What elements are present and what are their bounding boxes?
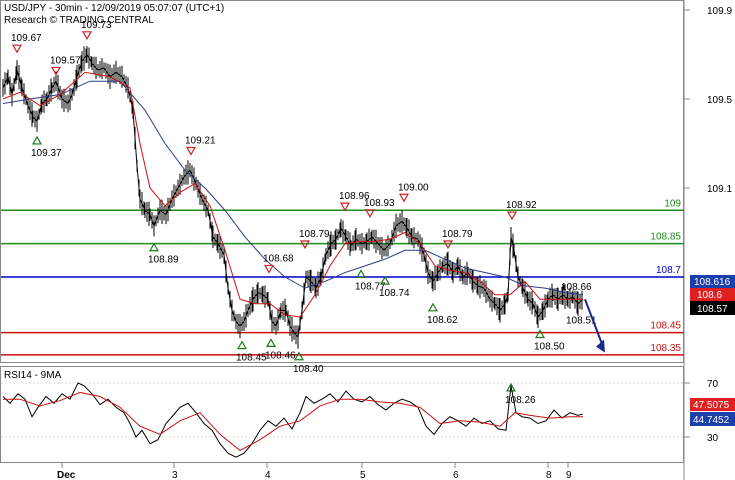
pivot-high-label: 109.57: [50, 55, 81, 66]
pivot-low-label: 108.89: [148, 255, 179, 266]
bearish-triangle-icon: [50, 66, 62, 76]
time-tick: 3: [172, 470, 178, 480]
pivot-low-label: 108.74: [379, 288, 410, 299]
current-price-label: 108.616: [694, 277, 731, 288]
pivot-high-label: 108.92: [506, 200, 537, 211]
current-price-red-box: [690, 288, 735, 301]
forecast-arrow-shaft: [584, 298, 604, 348]
ma-fast-line: [2, 71, 583, 318]
chart-header-title: USD/JPY - 30min - 12/09/2019 05:07:07 (U…: [4, 3, 224, 14]
bullish-triangle-icon: [379, 275, 391, 285]
price-close-line: [2, 53, 584, 339]
bullish-triangle-icon: [236, 340, 248, 350]
rsi-title: RSI14 - 9MA: [4, 370, 62, 381]
current-price-black-box: [690, 301, 735, 315]
pivot-low-label: 108.77: [355, 281, 386, 292]
pivot-low-label: 108.62: [427, 315, 458, 326]
current-price-box: [690, 275, 735, 288]
bullish-triangle-icon: [355, 269, 367, 279]
rsi-line: [2, 382, 584, 458]
bearish-triangle-icon: [506, 211, 518, 221]
bearish-triangle-icon: [339, 202, 351, 212]
rsi-axis: 70 30: [684, 379, 719, 444]
price-tick: 109.9: [707, 6, 732, 17]
time-tick: 4: [265, 470, 271, 480]
current-price-tags: 108.616 108.6 108.57: [690, 275, 735, 315]
pivot-annotations: 109.67 109.37 109.57 109.73 109.21 108.89 108.…: [11, 20, 597, 406]
level-label: 108.45: [650, 321, 681, 332]
current-price-black-label: 108.57: [697, 304, 728, 315]
price-series: [2, 46, 584, 349]
moving-averages: [2, 71, 584, 318]
level-label: 109: [664, 198, 681, 209]
price-tick: 109.5: [707, 95, 732, 106]
pivot-high-label: 109.67: [11, 33, 42, 44]
support-resistance-levels: 109 108.85 108.7 108.45 108.35: [1, 198, 684, 356]
time-tick: 8: [546, 470, 552, 480]
ma-slow-line: [2, 80, 584, 296]
pivot-high-label: 109.00: [398, 182, 429, 193]
bearish-triangle-icon: [398, 193, 410, 203]
rsi-series: [1, 382, 684, 458]
rsi-value-box: [690, 398, 735, 411]
bearish-triangle-icon: [185, 146, 197, 156]
pivot-low-label: 108.45: [236, 353, 267, 364]
bullish-triangle-icon: [505, 382, 517, 392]
pivot-high-label: 109.21: [185, 136, 216, 147]
bullish-triangle-icon: [148, 242, 160, 252]
price-panel-frame: [0, 0, 684, 363]
pivot-low-label: 108.26: [505, 395, 536, 406]
pivot-high-label: 108.68: [263, 253, 294, 264]
bullish-triangle-icon: [31, 135, 43, 145]
level-label: 108.7: [656, 265, 681, 276]
pivot-high-label: 108.79: [442, 229, 473, 240]
pivot-high-label: 108.93: [364, 198, 395, 209]
rsi-ma-value-label: 44.7452: [693, 415, 730, 426]
bearish-triangle-icon: [81, 31, 93, 41]
time-tick: 5: [360, 470, 366, 480]
bullish-triangle-icon: [534, 329, 546, 339]
price-note-label: 108.66: [561, 282, 592, 293]
time-axis: Dec 3 4 5 6 8 9: [57, 463, 572, 480]
rsi-ma-line: [3, 391, 583, 452]
pivot-low-label: 108.40: [293, 364, 324, 375]
pivot-high-label: 108.96: [339, 191, 370, 202]
bearish-triangle-icon: [299, 240, 311, 250]
current-price-red-label: 108.6: [697, 290, 722, 301]
time-tick: Dec: [57, 470, 76, 480]
rsi-ma-value-box: [690, 412, 735, 426]
pivot-high-label: 109.73: [81, 20, 112, 31]
bearish-triangle-icon: [263, 264, 275, 274]
level-label: 108.85: [650, 232, 681, 243]
time-tick: 6: [453, 470, 459, 480]
price-tick: 109.1: [707, 184, 732, 195]
bearish-triangle-icon: [364, 209, 376, 219]
rsi-tick: 70: [707, 379, 719, 390]
rsi-tick: 30: [707, 433, 719, 444]
pivot-low-label: 109.37: [31, 148, 62, 159]
forecast-arrow: [584, 298, 605, 353]
price-note-label: 108.51: [566, 315, 597, 326]
bullish-triangle-icon: [265, 338, 277, 347]
pivot-low-label: 108.46: [265, 350, 296, 361]
bearish-triangle-icon: [442, 240, 454, 250]
bearish-triangle-icon: [11, 44, 23, 54]
bullish-triangle-icon: [293, 351, 305, 361]
pivot-high-label: 108.79: [299, 229, 330, 240]
time-tick: 9: [566, 470, 572, 480]
bullish-triangle-icon: [427, 302, 439, 312]
chart-header-source: Research © TRADING CENTRAL: [4, 15, 154, 26]
level-label: 108.35: [650, 343, 681, 354]
forecast-arrow-head-icon: [596, 339, 605, 353]
pivot-low-label: 108.50: [534, 342, 565, 353]
rsi-value-label: 47.5075: [693, 400, 730, 411]
price-axis: 109.9 109.5 109.1: [684, 6, 732, 195]
